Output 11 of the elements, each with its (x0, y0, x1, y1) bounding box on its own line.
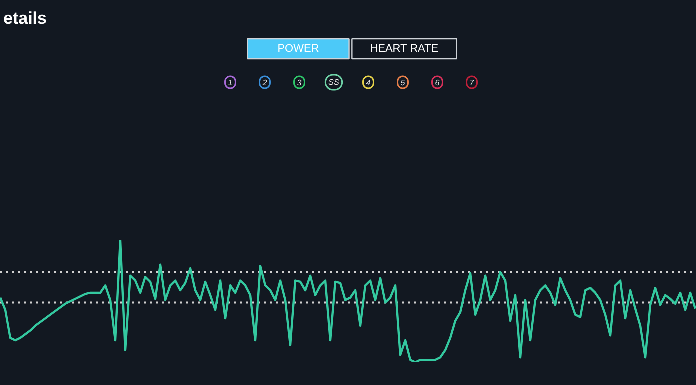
text: 5 (400, 78, 406, 88)
text: 7 (470, 78, 475, 88)
text: 6 (435, 78, 440, 88)
text: 4 (366, 78, 372, 88)
text: HEART RATE (370, 43, 439, 55)
text: POWER (278, 43, 320, 55)
chart-title: etails (4, 9, 47, 28)
text: 3 (297, 78, 302, 88)
text: 2 (262, 78, 268, 88)
text: 1 (228, 78, 233, 88)
text: SS (328, 78, 340, 87)
